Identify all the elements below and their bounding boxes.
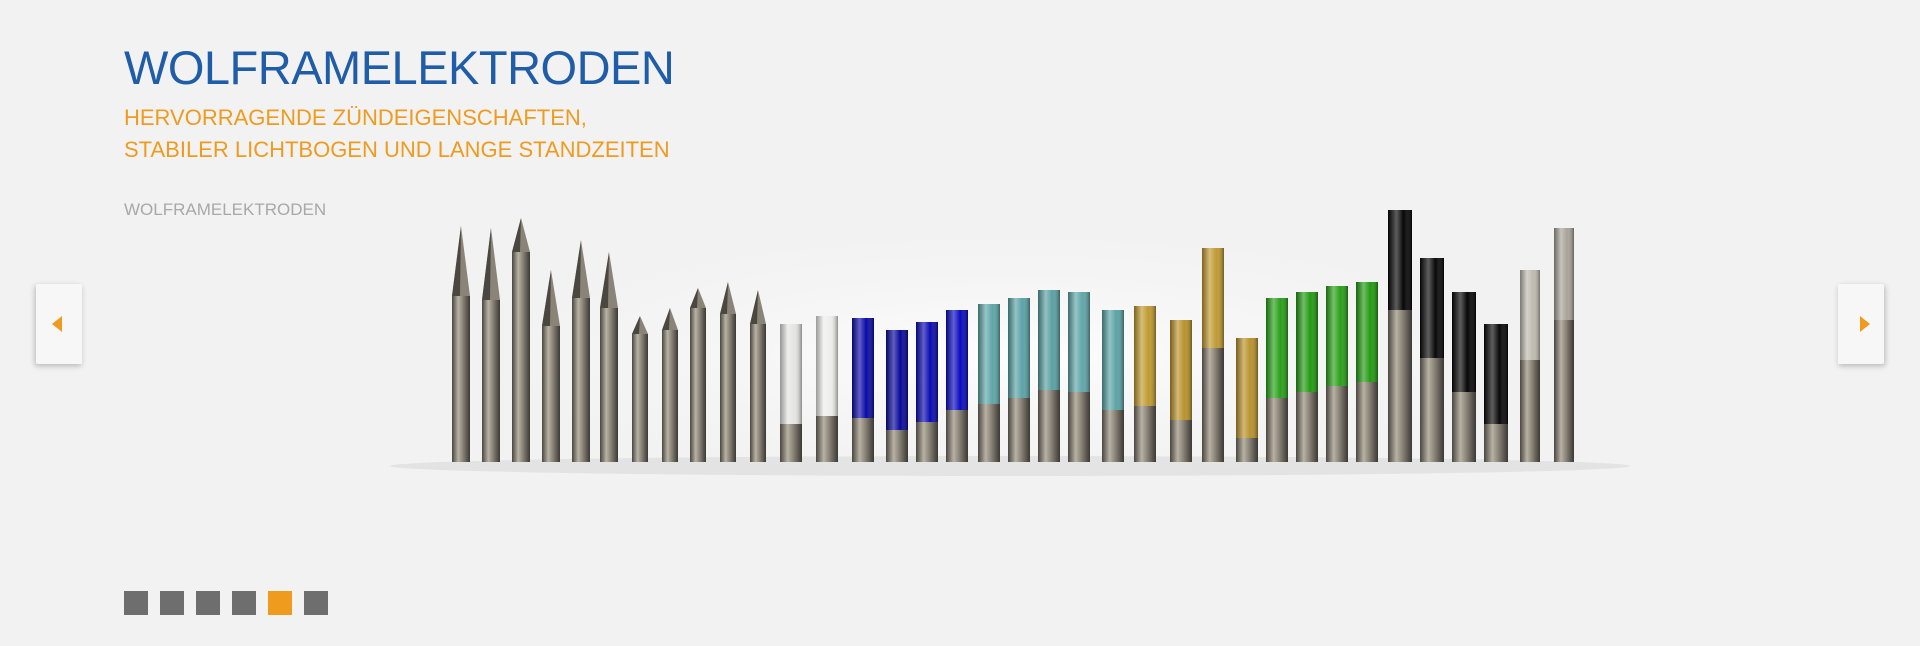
slide-pager bbox=[124, 591, 328, 615]
pager-dot-4[interactable] bbox=[232, 591, 256, 615]
arrow-left-icon bbox=[52, 316, 62, 332]
pager-dot-6[interactable] bbox=[304, 591, 328, 615]
slide-title: WOLFRAMELEKTRODEN bbox=[124, 41, 675, 94]
pager-dot-5[interactable] bbox=[268, 591, 292, 615]
pager-dot-2[interactable] bbox=[160, 591, 184, 615]
arrow-right-icon bbox=[1860, 316, 1870, 332]
prev-slide-button[interactable] bbox=[36, 284, 82, 364]
pager-dot-3[interactable] bbox=[196, 591, 220, 615]
pager-dot-1[interactable] bbox=[124, 591, 148, 615]
slide-caption: WOLFRAMELEKTRODEN bbox=[124, 200, 327, 219]
next-slide-button[interactable] bbox=[1838, 284, 1884, 364]
slide-subtitle: HERVORRAGENDE ZÜNDEIGENSCHAFTEN, STABILE… bbox=[124, 105, 670, 162]
